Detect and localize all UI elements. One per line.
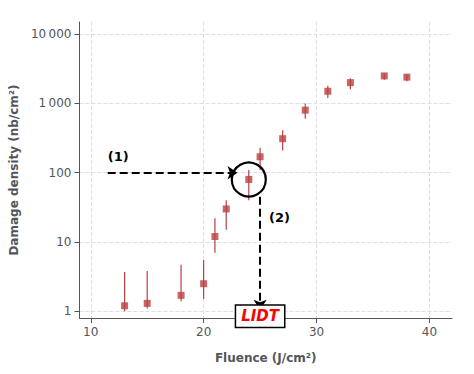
svg-text:Damage density (nb/cm²): Damage density (nb/cm²) — [7, 84, 21, 255]
svg-text:40: 40 — [422, 325, 437, 339]
svg-text:1 000: 1 000 — [39, 96, 72, 110]
svg-text:(1): (1) — [108, 149, 129, 164]
svg-text:30: 30 — [309, 325, 324, 339]
svg-text:100: 100 — [49, 166, 72, 180]
svg-text:10: 10 — [56, 235, 71, 249]
svg-text:10: 10 — [83, 325, 98, 339]
svg-text:LIDT: LIDT — [241, 307, 281, 325]
svg-text:10 000: 10 000 — [31, 27, 72, 41]
svg-text:Fluence (J/cm²): Fluence (J/cm²) — [215, 351, 317, 365]
svg-text:1: 1 — [64, 304, 72, 318]
svg-text:(2): (2) — [269, 210, 290, 225]
svg-text:20: 20 — [196, 325, 211, 339]
